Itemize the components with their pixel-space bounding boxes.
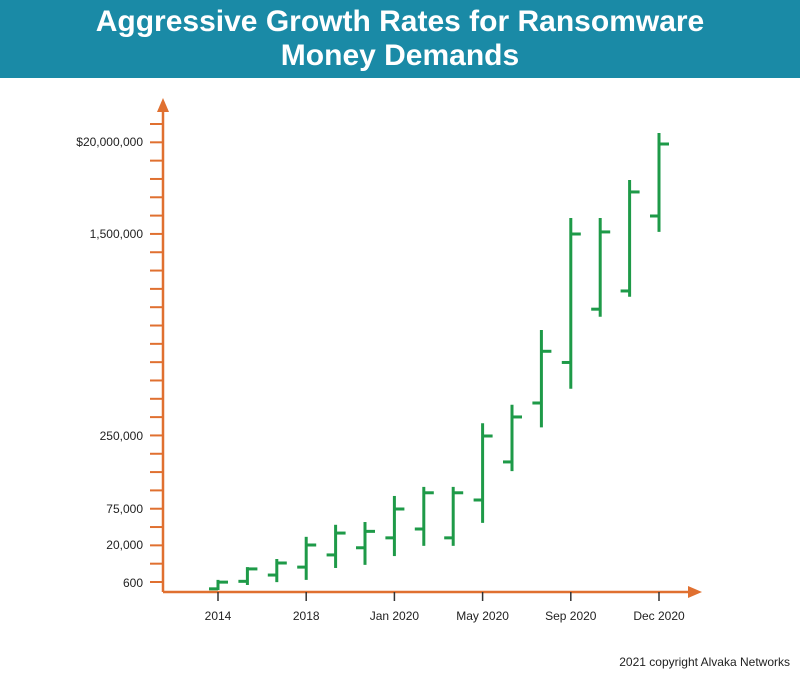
ohlc-bar: [238, 567, 258, 585]
y-tick-label: 75,000: [106, 502, 143, 516]
x-axis-arrow-icon: [688, 586, 702, 598]
ohlc-bar: [297, 536, 317, 580]
y-tick-label: 20,000: [106, 538, 143, 552]
ohlc-bar: [473, 423, 493, 523]
ohlc-bar: [414, 486, 434, 546]
ohlc-bar: [385, 495, 405, 557]
x-tick-label: May 2020: [456, 609, 509, 623]
ohlc-bar: [326, 524, 346, 568]
ohlc-bar: [267, 558, 287, 583]
copyright-text: 2021 copyright Alvaka Networks: [619, 655, 790, 669]
title-banner: Aggressive Growth Rates for Ransomware M…: [0, 0, 800, 78]
y-tick-label: 250,000: [100, 429, 144, 443]
x-tick-label: 2018: [293, 609, 320, 623]
ohlc-bar: [444, 486, 464, 546]
ohlc-bar: [650, 132, 669, 232]
ohlc-bar: [503, 404, 522, 472]
x-tick-label: 2014: [205, 609, 232, 623]
chart-title: Aggressive Growth Rates for Ransomware M…: [95, 5, 705, 72]
ohlc-bar: [532, 330, 552, 428]
x-tick-label: Jan 2020: [370, 609, 420, 623]
y-tick-label: $20,000,000: [76, 135, 143, 149]
x-tick-label: Dec 2020: [633, 609, 685, 623]
y-tick-label: 1,500,000: [90, 227, 144, 241]
ohlc-bar: [620, 180, 640, 297]
y-axis-arrow-icon: [157, 98, 169, 112]
ohlc-bar: [209, 579, 228, 591]
x-tick-label: Sep 2020: [545, 609, 597, 623]
y-tick-label: 600: [123, 576, 143, 590]
ohlc-bar: [561, 218, 581, 389]
ohlc-bar: [591, 218, 611, 317]
ohlc-bar: [356, 522, 375, 565]
